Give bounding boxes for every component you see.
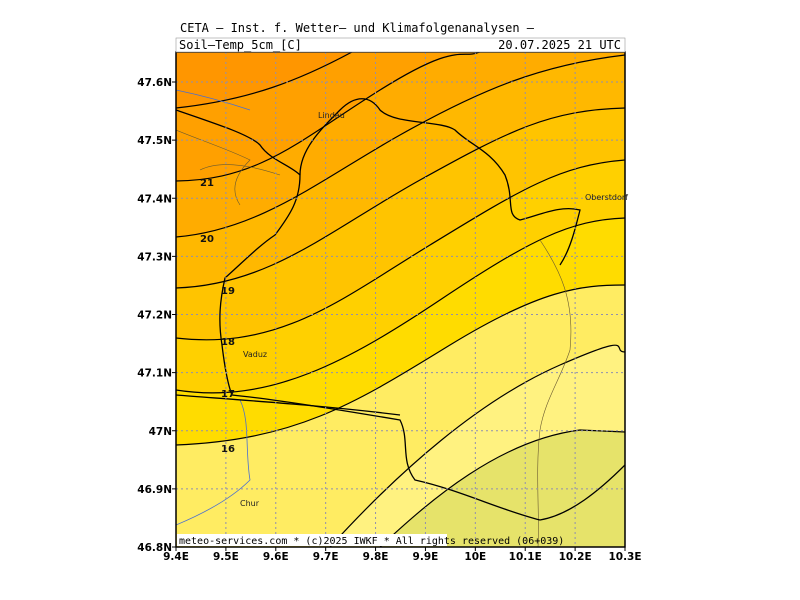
y-tick-label: 47.5N <box>137 135 172 147</box>
x-tick-label: 10E <box>464 551 486 563</box>
header-box <box>175 37 626 53</box>
x-tick-label: 9.9E <box>413 551 439 563</box>
place-label: Vaduz <box>243 350 267 359</box>
rivers <box>176 129 572 547</box>
y-tick-label: 47.6N <box>137 77 172 89</box>
contour-label: 16 <box>221 444 235 455</box>
contour-label: 18 <box>221 337 235 348</box>
band <box>176 52 352 108</box>
footer-box <box>177 534 447 546</box>
x-tick-label: 10.2E <box>559 551 592 563</box>
header-time: 20.07.2025 21 UTC <box>498 38 621 52</box>
y-tick-label: 47.1N <box>137 368 172 380</box>
y-tick-label: 47N <box>149 426 172 438</box>
rivers <box>176 89 251 526</box>
y-tick-label: 46.9N <box>137 484 172 496</box>
y-tick-label: 47.4N <box>137 193 172 205</box>
footer: meteo-services.com * (c)2025 IWKF * All … <box>179 536 564 547</box>
field-bands <box>176 52 625 547</box>
contour-label: 19 <box>221 286 235 297</box>
x-tick-label: 9.6E <box>263 551 289 563</box>
y-tick-label: 46.8N <box>137 542 172 554</box>
y-tick-label: 47.3N <box>137 251 172 263</box>
place-label: Chur <box>240 499 260 508</box>
place-label: Lindau <box>318 111 345 120</box>
x-tick-label: 10.1E <box>509 551 542 563</box>
x-tick-label: 9.5E <box>213 551 239 563</box>
place-label: Oberstdorf <box>585 193 628 202</box>
x-tick-label: 10.3E <box>608 551 641 563</box>
header-field: Soil—Temp_5cm_[C] <box>179 38 302 52</box>
x-tick-label: 9.8E <box>363 551 389 563</box>
contour-label: 17 <box>221 389 235 400</box>
x-tick-label: 9.4E <box>163 551 189 563</box>
y-tick-label: 47.2N <box>137 310 172 322</box>
contour-label: 21 <box>200 178 214 189</box>
contour-label: 20 <box>200 234 214 245</box>
x-tick-label: 9.7E <box>313 551 339 563</box>
header-title: CETA — Inst. f. Wetter— und Klimafolgena… <box>180 21 535 35</box>
